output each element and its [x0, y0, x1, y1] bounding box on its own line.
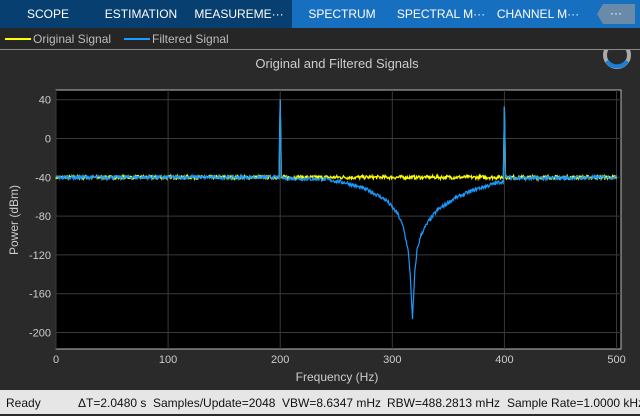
status-rate: Sample Rate=1.0000 kHz: [507, 396, 640, 410]
status-state: Ready: [6, 396, 41, 410]
x-tick-label: 200: [271, 354, 289, 366]
status-samples: Samples/Update=2048: [153, 396, 276, 410]
x-tick-label: 300: [383, 354, 401, 366]
y-axis-label: Power (dBm): [7, 185, 21, 255]
status-rbw: RBW=488.2813 mHz: [387, 396, 501, 410]
legend-label: Original Signal: [33, 32, 112, 46]
series-line-filtered: [55, 99, 618, 320]
y-tick-label: -120: [29, 250, 51, 262]
x-tick-label: 500: [607, 354, 625, 366]
tab-spectrum[interactable]: SPECTRUM: [292, 0, 392, 28]
plot-area[interactable]: [55, 89, 622, 350]
chart-title: Original and Filtered Signals: [255, 56, 419, 71]
legend-item-original[interactable]: Original Signal: [5, 32, 111, 46]
tab-estimation[interactable]: ESTIMATION: [104, 7, 178, 21]
y-tick-label: -40: [35, 172, 51, 184]
busy-spinner-icon: [603, 50, 631, 69]
tab-measureme[interactable]: MEASUREME···: [194, 7, 284, 21]
tab-spectral-m[interactable]: SPECTRAL M···: [392, 0, 490, 28]
y-tick-label: 40: [39, 95, 51, 107]
status-vbw: VBW=8.6347 mHz: [282, 396, 382, 410]
toolstrip-tabs: SCOPE ESTIMATION MEASUREME··· SPECTRUM SPECT…: [0, 0, 640, 28]
y-tick-label: -200: [29, 328, 51, 340]
x-axis-label: Frequency (Hz): [296, 370, 379, 384]
more-tabs-button[interactable]: ···: [597, 4, 635, 24]
y-tick-label: 0: [45, 134, 51, 146]
y-tick-label: -160: [29, 289, 51, 301]
legend-line-icon: [124, 38, 150, 40]
tab-channel-m[interactable]: CHANNEL M···: [490, 0, 586, 28]
legend-label: Filtered Signal: [152, 32, 229, 46]
legend-line-icon: [5, 38, 31, 40]
tab-scope[interactable]: SCOPE: [26, 7, 69, 21]
x-tick-label: 400: [495, 354, 513, 366]
spectrum-chart: Original and Filtered Signals 0 100 200 300…: [7, 50, 631, 384]
y-tick-label: -80: [35, 211, 51, 223]
x-tick-label: 0: [53, 354, 59, 366]
status-bar: Ready ΔT=2.0480 s Samples/Update=2048 VB…: [0, 390, 640, 414]
x-tick-label: 100: [159, 354, 177, 366]
status-dt: ΔT=2.0480 s: [78, 396, 147, 410]
legend: Original Signal Filtered Signal: [0, 28, 640, 50]
legend-item-filtered[interactable]: Filtered Signal: [124, 32, 229, 46]
